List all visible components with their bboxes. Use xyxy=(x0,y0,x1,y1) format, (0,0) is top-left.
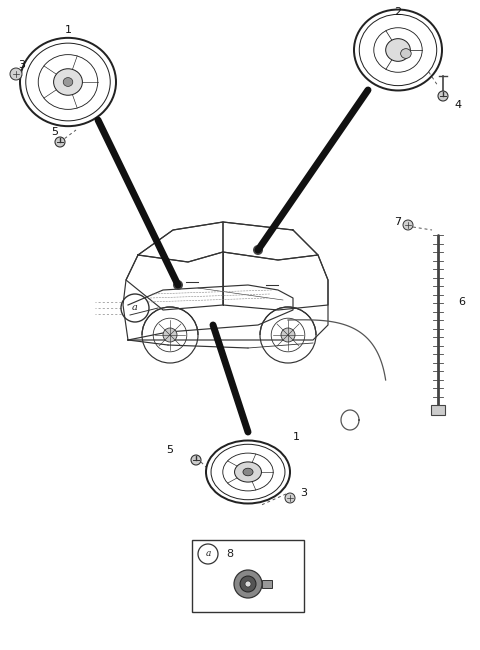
Circle shape xyxy=(191,455,201,465)
Ellipse shape xyxy=(243,468,253,476)
Text: 4: 4 xyxy=(455,100,462,110)
Circle shape xyxy=(260,307,316,363)
Circle shape xyxy=(142,307,198,363)
Text: 8: 8 xyxy=(227,549,234,559)
Text: 6: 6 xyxy=(458,297,466,307)
Text: 1: 1 xyxy=(292,432,300,442)
Text: 3: 3 xyxy=(19,60,25,70)
Circle shape xyxy=(438,91,448,101)
Bar xyxy=(262,580,272,588)
Text: 5: 5 xyxy=(51,127,59,137)
Text: a: a xyxy=(205,549,211,558)
Circle shape xyxy=(173,280,183,290)
Text: 2: 2 xyxy=(395,7,402,17)
Ellipse shape xyxy=(54,69,83,96)
Circle shape xyxy=(253,245,263,255)
Circle shape xyxy=(163,328,177,342)
Ellipse shape xyxy=(401,49,411,58)
Circle shape xyxy=(10,68,22,80)
Text: 1: 1 xyxy=(64,25,72,35)
Circle shape xyxy=(285,493,295,503)
Circle shape xyxy=(234,570,262,598)
Ellipse shape xyxy=(386,38,410,61)
Bar xyxy=(192,540,304,612)
Text: 3: 3 xyxy=(300,488,308,498)
Bar xyxy=(431,405,445,415)
Text: a: a xyxy=(132,304,138,313)
Circle shape xyxy=(55,137,65,147)
Ellipse shape xyxy=(235,462,262,482)
Circle shape xyxy=(240,576,256,592)
Text: 5: 5 xyxy=(167,445,173,455)
Circle shape xyxy=(403,220,413,230)
Circle shape xyxy=(281,328,295,342)
Text: 7: 7 xyxy=(395,217,402,227)
Ellipse shape xyxy=(63,77,73,86)
Circle shape xyxy=(245,581,251,587)
